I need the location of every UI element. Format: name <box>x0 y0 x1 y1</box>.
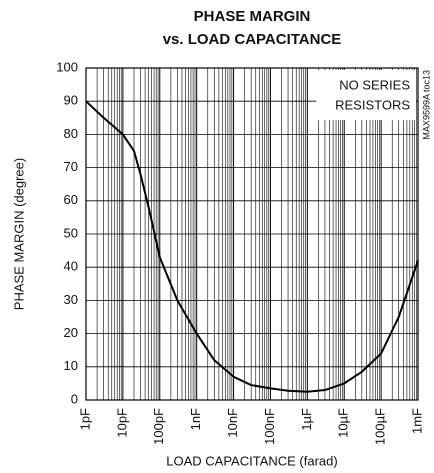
y-axis-label: PHASE MARGIN (degree) <box>11 158 26 310</box>
chart-title: vs. LOAD CAPACITANCE <box>163 31 342 48</box>
x-tick-label: 1mF <box>409 408 424 434</box>
x-tick-label: 100nF <box>262 408 277 445</box>
data-line <box>85 100 419 393</box>
y-tick-label: 80 <box>64 126 78 141</box>
x-tick-label: 1pF <box>77 408 92 430</box>
annotation: RESISTORS <box>335 97 410 112</box>
y-tick-label: 0 <box>71 391 78 406</box>
x-tick-label: 1µF <box>299 408 314 431</box>
y-tick-label: 70 <box>64 159 78 174</box>
y-tick-label: 60 <box>64 192 78 207</box>
chart-title: PHASE MARGIN <box>194 8 311 25</box>
y-tick-label: 40 <box>64 259 78 274</box>
y-tick-label: 100 <box>56 59 78 74</box>
x-tick-label: 10pF <box>114 408 129 438</box>
plot-frame <box>85 67 419 401</box>
annotation: NO SERIES <box>339 77 410 92</box>
x-tick-label: 10µF <box>336 408 351 438</box>
x-tick-label: 1nF <box>188 408 203 430</box>
side-note: MAX9599A toc13 <box>421 70 431 140</box>
x-tick-label: 100pF <box>151 408 166 445</box>
x-tick-label: 10nF <box>225 408 240 438</box>
y-tick-label: 10 <box>64 358 78 373</box>
y-tick-label: 30 <box>64 292 78 307</box>
y-tick-label: 50 <box>64 225 78 240</box>
x-tick-label: 100µF <box>373 408 388 445</box>
y-tick-label: 20 <box>64 325 78 340</box>
annotation-box <box>316 70 416 120</box>
x-axis-label: LOAD CAPACITANCE (farad) <box>166 453 337 468</box>
y-tick-label: 90 <box>64 93 78 108</box>
